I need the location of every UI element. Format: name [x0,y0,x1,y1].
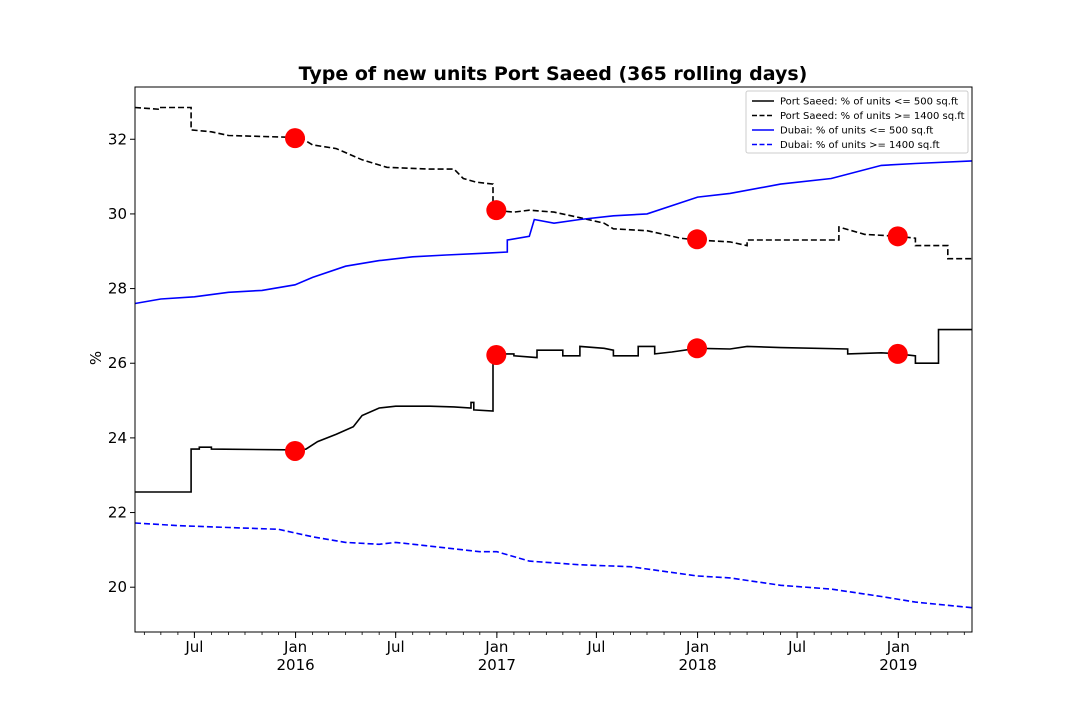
x-tick-label: Jan [484,638,508,656]
x-tick-label: Jul [386,638,405,656]
y-tick-label: 28 [108,280,127,298]
marker-point [285,440,306,461]
marker-layer [285,128,908,461]
x-tick-year-label: 2017 [478,656,516,674]
marker-point [887,343,908,364]
chart-title: Type of new units Port Saeed (365 rollin… [299,63,808,85]
legend: Port Saeed: % of units <= 500 sq.ft Port … [745,90,969,154]
legend-box [745,90,969,154]
x-tick-year-label: 2018 [678,656,716,674]
series-line-3 [134,522,973,609]
y-tick-label: 32 [108,130,127,148]
y-tick-label: 20 [108,578,127,596]
series-line-1 [134,106,972,260]
legend-entry: Dubai: % of units <= 500 sq.ft [780,126,933,137]
y-tick-label: 30 [108,205,127,223]
legend-entry: Port Saeed: % of units <= 500 sq.ft [780,97,958,108]
x-tick-label: Jan [685,638,709,656]
x-tick-label: Jul [184,638,203,656]
series-line-0 [135,328,972,493]
y-tick-label: 24 [108,429,127,447]
x-tick-label: Jul [787,638,806,656]
y-tick-label: 22 [108,504,127,522]
marker-point [687,338,708,359]
legend-entry: Port Saeed: % of units >= 1400 sq.ft [780,111,965,122]
marker-point [687,229,708,250]
x-tick-label: Jul [586,638,605,656]
marker-point [486,200,507,221]
y-axis-label: % [87,351,105,365]
x-tick-label: Jan [886,638,910,656]
marker-point [285,128,306,149]
x-tick-year-label: 2019 [879,656,917,674]
series-line-2 [134,160,973,305]
series-layer [134,106,973,609]
plot-frame [134,86,973,633]
x-tick-label: Jan [283,638,307,656]
marker-point [887,226,908,247]
x-tick-year-label: 2016 [276,656,314,674]
legend-entry: Dubai: % of units >= 1400 sq.ft [780,140,940,151]
marker-point [486,345,507,366]
y-tick-label: 26 [108,354,127,372]
